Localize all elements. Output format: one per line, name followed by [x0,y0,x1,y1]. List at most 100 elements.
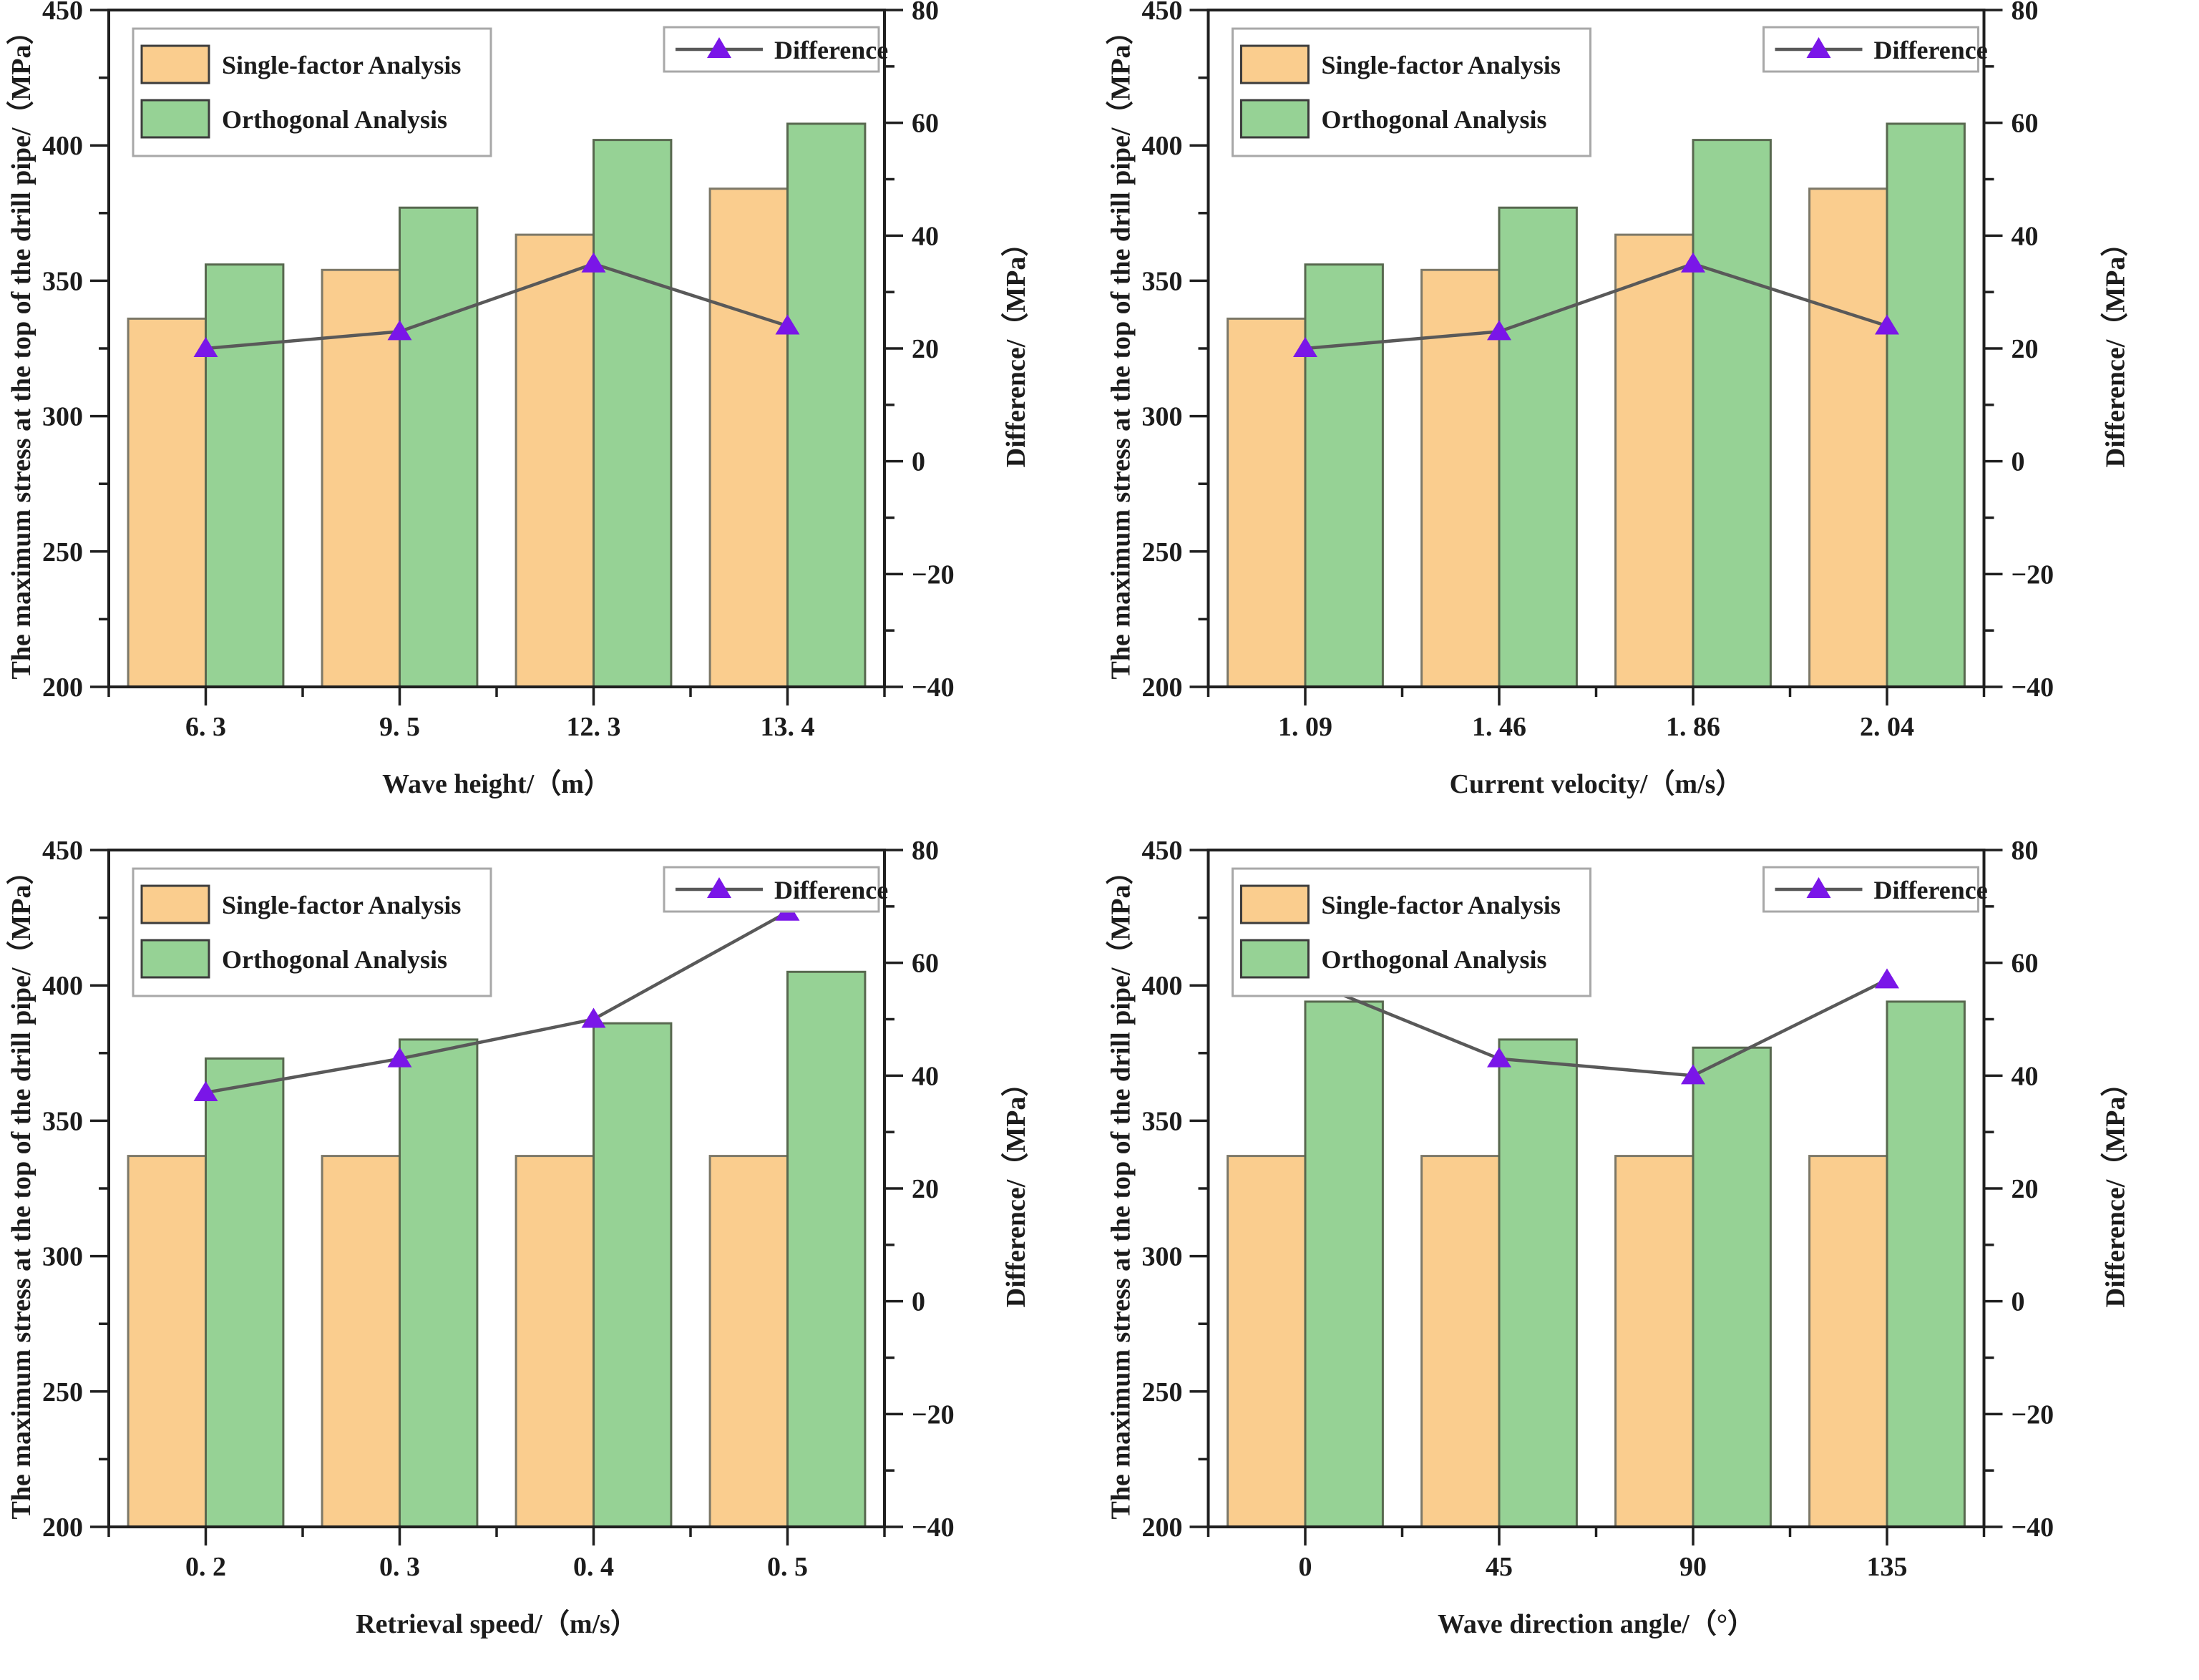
right-axis-tick-label: 60 [2012,109,2039,139]
legend-difference: Difference [663,866,888,913]
right-axis-tick-label: 60 [912,949,939,979]
legend-difference-marker [707,37,731,58]
bar-single-factor [1420,1155,1501,1528]
bar-single-factor [1614,1155,1695,1528]
legend-swatch-single-factor [140,44,210,84]
right-axis-tick-label: 80 [912,0,939,26]
legend-difference-marker [1806,37,1831,58]
x-axis-tick-label: 9. 5 [379,712,420,742]
bar-single-factor [321,1155,401,1528]
bar-orthogonal [593,1022,673,1528]
left-axis-tick-label: 350 [1142,266,1183,296]
legend-label-difference: Difference [1874,876,1988,904]
left-axis-tick-label: 200 [1142,673,1183,703]
legend-swatch-single-factor [1240,44,1310,84]
difference-line [205,910,789,1095]
bar-orthogonal [1886,1000,1966,1528]
left-axis-tick-label: 200 [42,673,83,703]
x-axis-title: Retrieval speed/（m/s） [356,1609,638,1639]
left-axis-tick-label: 200 [1142,1513,1183,1543]
x-axis-tick-label: 1. 86 [1666,712,1720,742]
left-axis-tick-label: 400 [1142,971,1183,1001]
difference-line [1305,978,1888,1078]
bar-orthogonal [205,263,285,688]
right-axis-tick-label: −20 [912,560,955,590]
left-axis-tick-label: 400 [42,971,83,1001]
legend-swatch-orthogonal [1240,99,1310,139]
legend-label-single-factor: Single-factor Analysis [222,51,461,79]
right-axis-tick-label: 20 [2012,334,2039,364]
difference-line [205,262,789,351]
difference-marker [193,1080,218,1101]
difference-marker [193,337,218,357]
legend-bars: Single-factor Analysis Orthogonal Analysi… [132,867,492,997]
difference-marker [1487,320,1511,341]
right-axis-tick-label: 40 [912,221,939,251]
right-axis-title: Difference/（MPa） [2101,230,2131,468]
chart-cell-wave-direction-angle: 200 250 300 350 400 450 −40 −20 0 20 40 60 80 0 45 90 13… [1099,840,2199,1680]
legend-difference: Difference [1762,866,1988,913]
bar-single-factor [1227,1155,1307,1528]
right-axis-tick-label: −20 [912,1400,955,1430]
left-axis-title: The maximum stress at the top of the dri… [6,858,36,1520]
legend-swatch-single-factor [1240,884,1310,924]
right-axis-tick-label: 40 [2012,1061,2039,1091]
legend-difference-marker [1806,877,1831,898]
bar-single-factor [127,1155,208,1528]
chart-wave-height: 200 250 300 350 400 450 −40 −20 0 20 40 60 80 6. 3 9. … [0,0,1099,840]
left-axis-title: The maximum stress at the top of the dri… [1106,18,1136,680]
left-axis-tick-label: 400 [42,131,83,161]
x-axis-tick-label: 13. 4 [761,712,815,742]
x-axis-tick-label: 1. 09 [1278,712,1332,742]
bar-orthogonal [205,1057,285,1528]
difference-marker [1681,252,1705,273]
right-axis-tick-label: −40 [912,673,955,703]
right-axis-tick-label: 80 [2012,0,2039,26]
legend-label-orthogonal: Orthogonal Analysis [222,105,447,134]
right-axis-title: Difference/（MPa） [1001,1070,1031,1308]
left-axis-tick-label: 350 [42,266,83,296]
chart-current-velocity: 200 250 300 350 400 450 −40 −20 0 20 40 60 80 1. 09 1.… [1099,0,2199,840]
left-axis-tick-label: 350 [42,1106,83,1136]
legend-difference: Difference [663,26,888,73]
difference-marker [1681,1064,1705,1085]
chart-wave-direction-angle: 200 250 300 350 400 450 −40 −20 0 20 40 60 80 0 45 90 13… [1099,840,2199,1680]
x-axis-tick-label: 0 [1299,1552,1312,1582]
legend-label-single-factor: Single-factor Analysis [222,891,461,919]
right-axis-tick-label: 40 [912,1061,939,1091]
x-axis-tick-label: 12. 3 [567,712,621,742]
x-axis-tick-label: 0. 5 [767,1552,808,1582]
left-axis-tick-label: 350 [1142,1106,1183,1136]
right-axis-title: Difference/（MPa） [1001,230,1031,468]
left-axis-tick-label: 300 [42,402,83,432]
x-axis-tick-label: 0. 2 [185,1552,226,1582]
chart-cell-retrieval-speed: 200 250 300 350 400 450 −40 −20 0 20 40 60 80 0. 2 0. … [0,840,1099,1680]
right-axis-tick-label: 0 [2012,447,2025,477]
difference-marker [1875,968,1899,989]
bar-orthogonal [1498,206,1578,688]
bar-orthogonal [1692,1046,1772,1528]
left-axis-tick-label: 300 [1142,402,1183,432]
bar-orthogonal [786,970,867,1528]
right-axis-tick-label: 20 [912,334,939,364]
difference-marker [387,320,412,341]
bar-orthogonal [1692,139,1772,688]
bar-orthogonal [1304,263,1384,688]
bar-single-factor [1808,1155,1888,1528]
right-axis-tick-label: −40 [2012,673,2054,703]
x-axis-tick-label: 6. 3 [185,712,226,742]
bar-orthogonal [399,1038,479,1528]
x-axis-tick-label: 135 [1867,1552,1908,1582]
bar-single-factor [1614,233,1695,688]
left-axis-tick-label: 250 [1142,537,1183,567]
right-axis-tick-label: −40 [912,1513,955,1543]
x-axis-tick-label: 0. 4 [573,1552,614,1582]
right-axis-tick-label: −40 [2012,1513,2054,1543]
legend-difference: Difference [1762,26,1988,73]
right-axis-tick-label: 20 [2012,1174,2039,1204]
left-axis-title: The maximum stress at the top of the dri… [1106,858,1136,1520]
right-axis-tick-label: 0 [2012,1287,2025,1317]
bar-single-factor [708,1155,789,1528]
left-axis-tick-label: 200 [42,1513,83,1543]
